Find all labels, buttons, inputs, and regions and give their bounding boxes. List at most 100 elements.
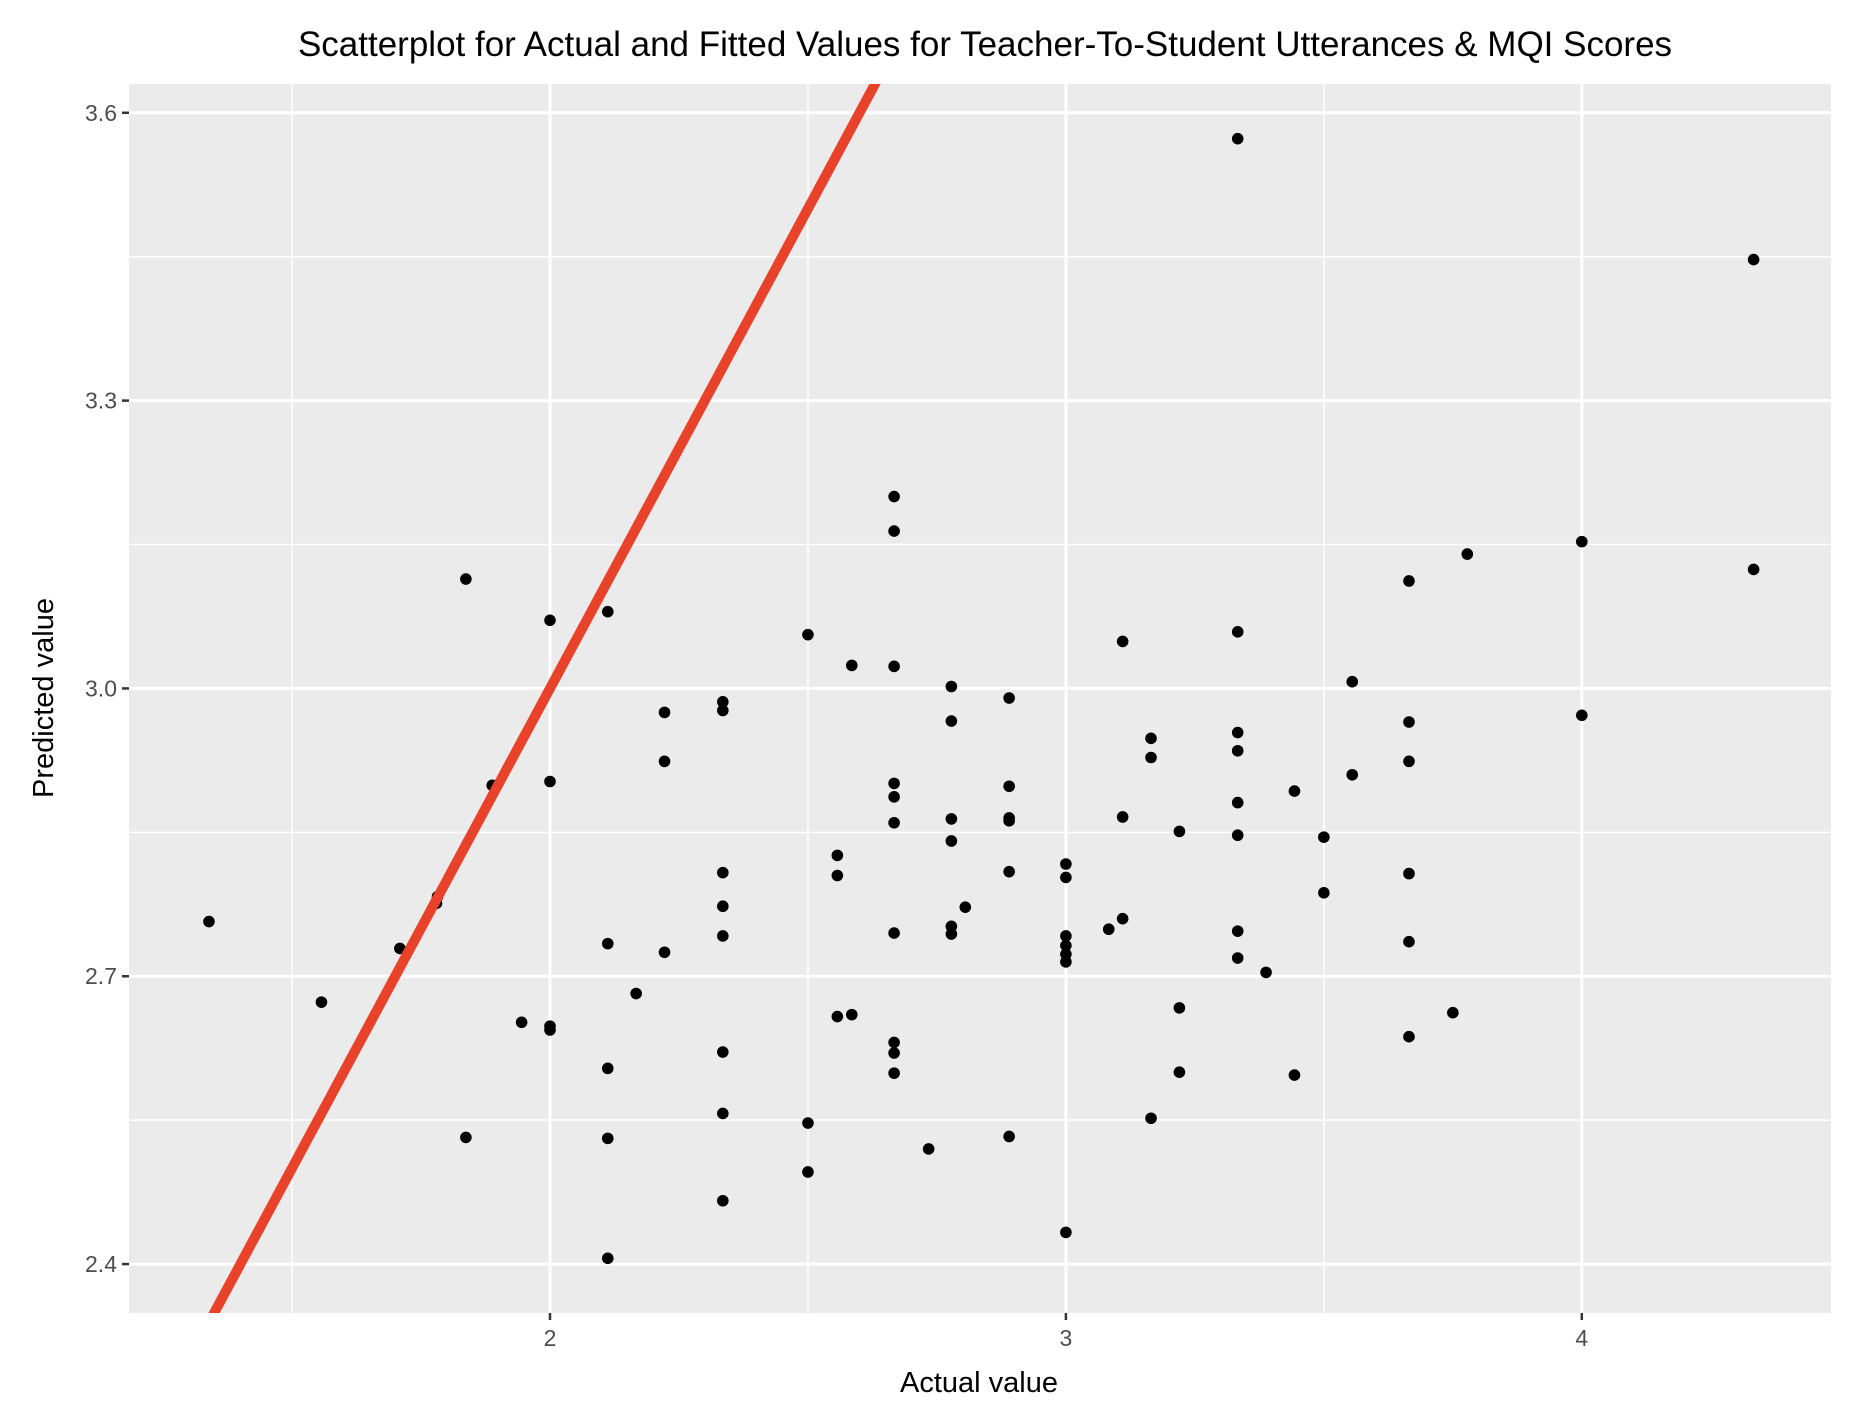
data-point: [1318, 886, 1330, 899]
chart-title: Scatterplot for Actual and Fitted Values…: [298, 25, 1672, 64]
data-point: [831, 849, 844, 862]
data-point: [658, 946, 671, 959]
data-point: [717, 1046, 729, 1058]
data-point: [1346, 768, 1359, 781]
data-point: [888, 816, 900, 829]
data-point: [888, 1047, 900, 1059]
data-point: [601, 1252, 614, 1265]
data-point: [1403, 867, 1415, 880]
data-point: [922, 1143, 935, 1155]
data-point: [1060, 939, 1072, 952]
data-point: [515, 1016, 528, 1029]
x-tick-label: 4: [1575, 1325, 1588, 1351]
x-axis-ticks: 2 3 4: [544, 1313, 1588, 1351]
data-point: [203, 915, 215, 928]
data-point: [802, 1166, 814, 1178]
fitted-reference-line: [208, 84, 881, 1313]
data-point: [845, 659, 858, 672]
data-point: [945, 680, 958, 693]
data-point: [1116, 635, 1129, 648]
data-point: [888, 490, 900, 503]
data-point: [1231, 132, 1244, 145]
data-point: [1231, 796, 1244, 809]
data-point: [1060, 1226, 1072, 1239]
data-point: [1102, 923, 1115, 936]
data-point: [1231, 626, 1244, 638]
data-point: [1060, 930, 1072, 942]
data-point: [945, 835, 958, 847]
plot-panel: [129, 84, 1831, 1313]
y-tick-label: 3.0: [85, 675, 117, 701]
data-point: [1003, 815, 1015, 827]
data-point: [1003, 692, 1015, 704]
y-tick-label: 2.4: [85, 1251, 117, 1277]
y-tick-label: 3.3: [85, 388, 117, 414]
data-point: [1576, 535, 1588, 548]
y-axis-title: Predicted value: [28, 598, 60, 798]
data-point: [717, 704, 729, 717]
major-gridlines: [129, 84, 1831, 1313]
data-point: [717, 1194, 729, 1207]
data-point: [1747, 563, 1760, 576]
data-point: [1173, 825, 1186, 838]
data-point: [601, 1132, 614, 1145]
data-point: [601, 1062, 614, 1075]
data-point: [845, 1008, 858, 1021]
data-point: [630, 987, 642, 1000]
data-point: [544, 775, 556, 788]
data-point: [888, 777, 900, 790]
data-point: [888, 525, 900, 537]
data-point: [1003, 1130, 1015, 1143]
data-point: [1231, 829, 1244, 842]
data-point: [1403, 716, 1415, 728]
data-point: [717, 696, 729, 708]
data-point: [1231, 925, 1244, 937]
data-point: [802, 628, 814, 641]
data-point: [717, 866, 729, 879]
data-point: [1231, 952, 1244, 964]
x-axis-title: Actual value: [900, 1367, 1058, 1399]
data-point: [1403, 755, 1415, 768]
x-tick-label: 3: [1060, 1325, 1073, 1351]
data-point: [945, 715, 958, 727]
data-point: [888, 1036, 900, 1049]
data-point: [1231, 744, 1244, 757]
data-point: [945, 813, 958, 825]
data-point: [945, 928, 958, 940]
data-point: [460, 573, 472, 585]
data-point: [394, 942, 406, 955]
data-point: [1403, 1030, 1415, 1043]
y-tick-label: 3.6: [85, 100, 117, 126]
data-point: [1003, 780, 1015, 793]
y-tick-label: 2.7: [85, 963, 117, 989]
data-point: [959, 901, 972, 913]
data-point: [802, 1117, 814, 1129]
x-tick-label: 2: [544, 1325, 557, 1351]
data-point: [315, 996, 328, 1008]
data-point: [544, 1024, 556, 1036]
data-point: [888, 791, 900, 803]
data-point: [1403, 935, 1415, 948]
data-point: [888, 1067, 900, 1079]
data-point: [717, 1107, 729, 1120]
data-point: [1060, 871, 1072, 884]
data-point: [1116, 912, 1129, 925]
data-point: [1346, 675, 1359, 688]
data-point: [658, 755, 671, 768]
data-point: [831, 869, 844, 882]
data-point: [1145, 732, 1157, 745]
data-point: [831, 1010, 844, 1023]
data-point: [717, 900, 729, 913]
data-point: [1576, 709, 1588, 722]
data-point: [601, 605, 614, 618]
data-point: [460, 1131, 472, 1144]
data-point: [544, 614, 556, 627]
data-point: [1060, 956, 1072, 968]
data-point: [1447, 1006, 1459, 1019]
data-point: [888, 927, 900, 939]
minor-gridlines: [129, 84, 1831, 1313]
data-point: [1145, 1112, 1157, 1125]
data-point: [1173, 1002, 1186, 1014]
data-point: [1403, 575, 1415, 587]
